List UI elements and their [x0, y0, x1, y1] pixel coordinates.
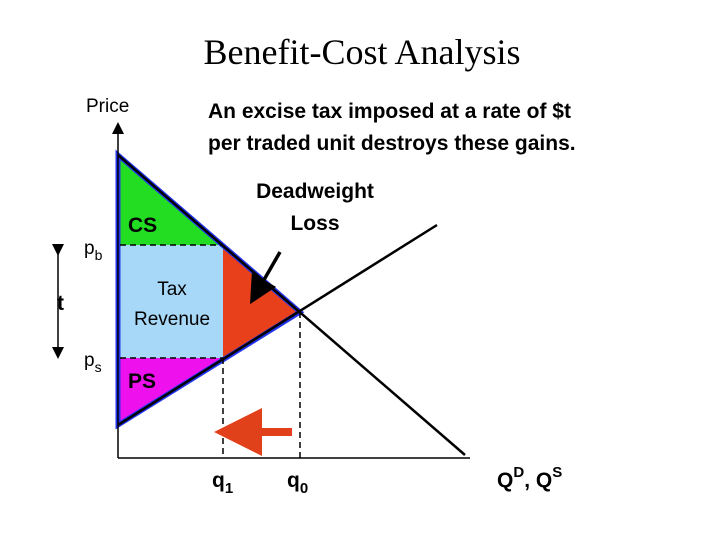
ps-price-label: ps — [84, 350, 102, 375]
qd-sup: D — [513, 464, 524, 481]
q1-base: q — [212, 469, 225, 492]
q0-label: q0 — [287, 469, 308, 497]
t-label: t — [57, 292, 64, 315]
x-axis-label: QD, QS — [497, 464, 562, 492]
tax-area — [118, 245, 223, 358]
pb-label: pb — [84, 238, 103, 263]
supply-curve — [117, 223, 438, 427]
y-axis-label: Price — [86, 96, 129, 117]
ps-sub: s — [95, 359, 102, 375]
sep: , — [524, 469, 536, 492]
dwl-pointer — [250, 251, 282, 305]
qd: Q — [497, 469, 513, 492]
q0-sub: 0 — [300, 480, 308, 497]
qs-sup: S — [552, 464, 562, 481]
pb-base: p — [84, 238, 95, 259]
q1-sub: 1 — [225, 480, 233, 497]
tax-label: Tax — [157, 279, 187, 300]
dwl-label: Deadweight — [256, 180, 374, 203]
qs: Q — [536, 469, 552, 492]
q0-base: q — [287, 469, 300, 492]
demand-curve — [117, 154, 466, 456]
note-line: per traded unit destroys these gains. — [208, 132, 576, 155]
q1-label: q1 — [212, 469, 233, 497]
dwl-label: Loss — [290, 212, 339, 235]
cs-label: CS — [128, 214, 157, 237]
tax-label: Revenue — [134, 309, 210, 330]
pb-sub: b — [95, 247, 103, 263]
note-line: An excise tax imposed at a rate of $t — [208, 100, 571, 123]
ps-label: PS — [128, 370, 156, 393]
ps-base: p — [84, 350, 95, 371]
title: Benefit-Cost Analysis — [204, 32, 521, 72]
